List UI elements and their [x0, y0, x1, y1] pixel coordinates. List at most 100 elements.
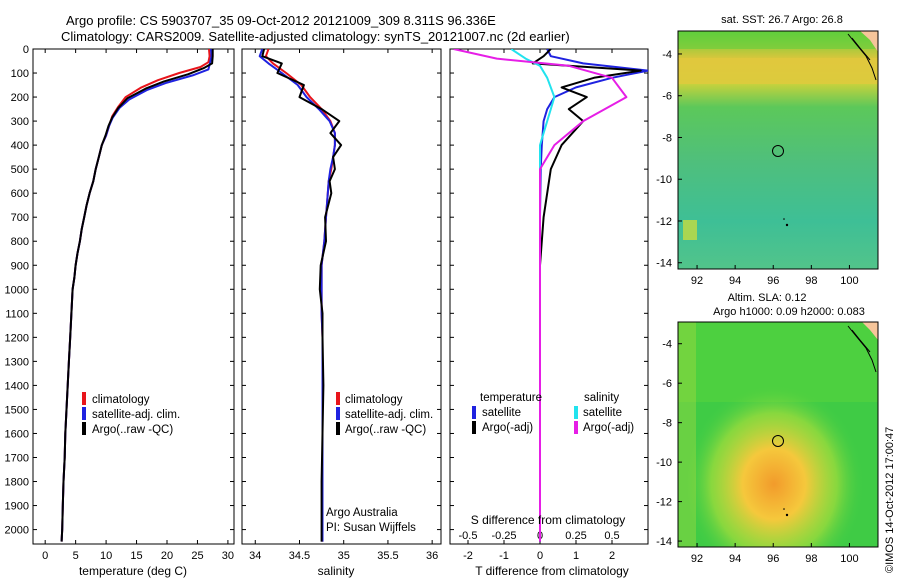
series-line-climatology [264, 49, 336, 542]
depth-tick-label: 800 [11, 236, 29, 248]
temperature-axes-frame [32, 48, 235, 545]
depth-tick-label: 1300 [5, 356, 29, 368]
legend-label-satellite: satellite-adj. clim. [92, 409, 180, 421]
t-difference-axis: -2 -1 0 1 2 [463, 49, 615, 562]
lat-tick-label: -4 [662, 339, 672, 351]
s-tick-label: 0.5 [604, 530, 619, 542]
lat-tick-label: -6 [662, 378, 672, 390]
s-tick-label: -0.25 [491, 530, 516, 542]
legend-label-argo: Argo(..raw -QC) [345, 424, 426, 436]
lat-tick-label: -4 [662, 49, 672, 61]
series-line-argo-raw-qc [261, 49, 343, 542]
sst-warm-patch [683, 220, 697, 240]
x-tick-label: 15 [130, 550, 142, 562]
sla-map-frame [677, 321, 879, 548]
sst-coastline [847, 33, 877, 81]
x-tick-label: 0 [42, 550, 48, 562]
lat-tick-label: -10 [656, 457, 672, 469]
sst-land [860, 31, 878, 52]
series-line-salinity-satellite [510, 49, 556, 542]
x-tick-label: -1 [499, 550, 509, 562]
sla-coastline [847, 325, 877, 373]
lat-tick-label: -8 [662, 418, 672, 430]
depth-tick-label: 200 [11, 92, 29, 104]
lon-tick-label: 96 [767, 553, 779, 565]
lat-tick-label: -8 [662, 132, 672, 144]
sla-warm-anomaly [678, 322, 878, 547]
sst-coastline-2 [851, 37, 871, 61]
salinity-axis: 34 34.5 35 35.5 36 [249, 49, 438, 562]
legend-label-climatology: climatology [92, 394, 150, 406]
sst-map-frame [677, 30, 879, 270]
x-tick-label: 36 [426, 550, 438, 562]
depth-tick-label: 400 [11, 140, 29, 152]
legend-label-climatology: climatology [345, 394, 403, 406]
imos-timestamp: ©IMOS 14-Oct-2012 17:00:47 [884, 427, 896, 573]
sla-profile-marker [772, 435, 784, 447]
series-line-salinity-argo-adj [453, 49, 628, 542]
s-tick-label: -0.5 [459, 530, 478, 542]
sst-warm-band-top [678, 31, 878, 49]
temperature-legend: climatology satellite-adj. clim. Argo(..… [82, 392, 180, 436]
lon-tick-label: 94 [729, 275, 741, 287]
legend-swatch-satellite [336, 407, 340, 420]
legend-label-s-satellite: satellite [583, 407, 622, 419]
sla-land [862, 322, 878, 340]
lon-tick-label: 96 [767, 275, 779, 287]
legend-swatch-s-argo [574, 421, 578, 434]
legend-title-salinity: salinity [584, 392, 619, 404]
t-difference-label: T difference from climatology [475, 564, 629, 578]
x-tick-label: 20 [161, 550, 173, 562]
depth-tick-label: 1900 [5, 501, 29, 513]
sla-longitude-axis: 92 94 96 98 100 [691, 543, 859, 565]
legend-label-argo: Argo(..raw -QC) [92, 424, 173, 436]
sla-latitude-axis: -4 -6 -8 -10 -12 -14 [656, 339, 682, 548]
legend-swatch-climatology [336, 392, 340, 405]
difference-axes-frame [449, 48, 649, 545]
temperature-axis: 0 5 10 15 20 25 30 [42, 49, 234, 562]
sla-map-panel: Altim. SLA: 0.12 Argo h1000: 0.09 h2000:… [656, 292, 879, 565]
lon-tick-label: 100 [840, 553, 858, 565]
sst-latitude-axis: -4 -6 -8 -10 -12 -14 [656, 49, 682, 270]
x-tick-label: 10 [100, 550, 112, 562]
title-line-1: Argo profile: CS 5903707_35 09-Oct-2012 … [66, 13, 496, 28]
s-tick-label: 0.25 [565, 530, 586, 542]
sla-map-title-2: Argo h1000: 0.09 h2000: 0.083 [713, 306, 865, 318]
lon-tick-label: 92 [691, 553, 703, 565]
difference-legend: temperature salinity satellite Argo(-adj… [472, 392, 634, 434]
lat-tick-label: -10 [656, 174, 672, 186]
sla-west-edge [678, 322, 696, 547]
series-line-argo-raw-qc [60, 49, 214, 542]
series-line-satellite-adj-clim [258, 49, 336, 542]
depth-tick-label: 900 [11, 260, 29, 272]
legend-swatch-t-argo [472, 421, 476, 434]
depth-tick-label: 1500 [5, 404, 29, 416]
lat-tick-label: -14 [656, 258, 672, 270]
depth-tick-label: 500 [11, 164, 29, 176]
depth-tick-label: 1100 [5, 308, 29, 320]
depth-tick-label: 1600 [5, 428, 29, 440]
legend-swatch-argo [336, 422, 340, 435]
temperature-series [60, 49, 214, 542]
sst-longitude-axis: 92 94 96 98 100 [691, 265, 859, 287]
sla-coastline-2 [851, 329, 871, 353]
sst-profile-marker [772, 145, 784, 157]
lon-tick-label: 92 [691, 275, 703, 287]
depth-tick-label: 0 [23, 44, 29, 56]
salinity-xlabel: salinity [318, 564, 355, 578]
x-tick-label: 34 [249, 550, 261, 562]
sla-island-dot-2 [783, 508, 785, 510]
x-tick-label: 5 [73, 550, 79, 562]
x-tick-label: 30 [222, 550, 234, 562]
x-tick-label: 2 [609, 550, 615, 562]
depth-tick-label: 700 [11, 212, 29, 224]
depth-axis: 0 100 200 300 400 500 600 700 800 900 1000 1100 1200… [5, 44, 648, 537]
x-tick-label: -2 [463, 550, 473, 562]
difference-panel: -2 -1 0 1 2 -0.5 -0.25 0 0.25 0.5 S difference f… [449, 48, 649, 578]
annotation-pi: PI: Susan Wijffels [326, 522, 416, 534]
sst-warm-band [678, 58, 878, 84]
depth-tick-label: 1200 [5, 332, 29, 344]
lon-tick-label: 100 [840, 275, 858, 287]
x-tick-label: 1 [573, 550, 579, 562]
x-tick-label: 35 [338, 550, 350, 562]
